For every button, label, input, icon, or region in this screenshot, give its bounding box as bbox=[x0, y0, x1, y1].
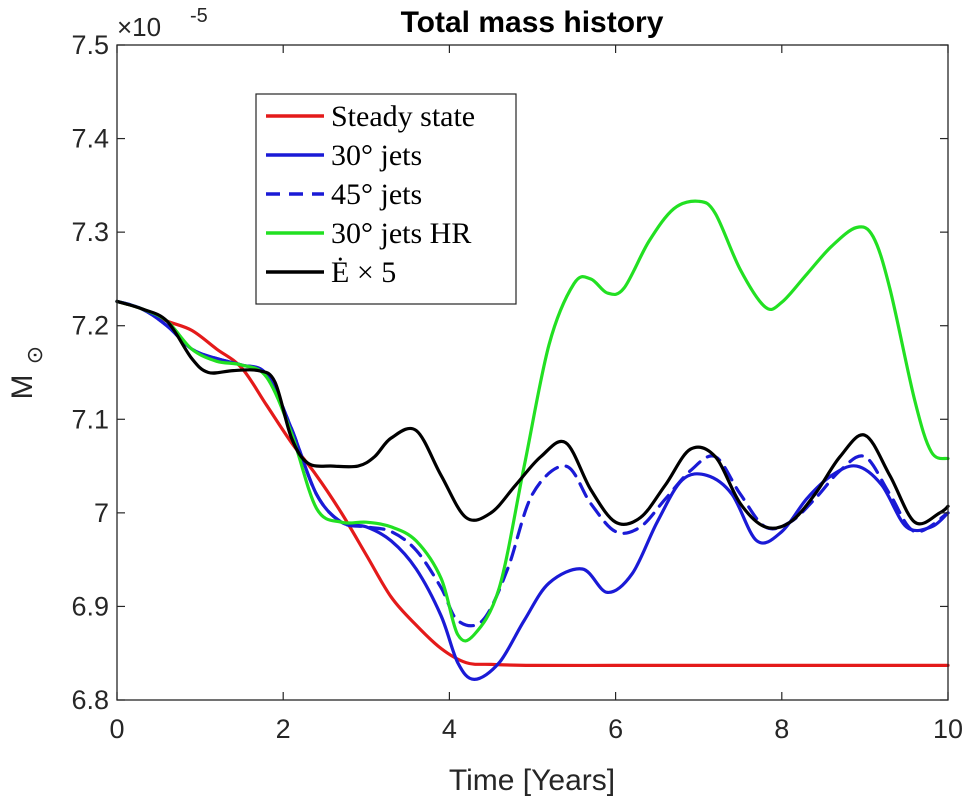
x-tick-label: 10 bbox=[933, 714, 963, 744]
x-tick-label: 0 bbox=[109, 714, 124, 744]
legend-box bbox=[255, 93, 517, 305]
x-tick-label: 2 bbox=[276, 714, 291, 744]
series-line-steady-state bbox=[115, 299, 950, 668]
y-tick-label: 7.1 bbox=[71, 404, 109, 434]
y-axis: 6.8 6.9 7 7.1 7.2 7.3 7.4 7.5 bbox=[71, 30, 948, 715]
legend-label-30-jets-hr: 30° jets HR bbox=[331, 217, 471, 250]
y-tick-label: 6.8 bbox=[71, 685, 109, 715]
chart-title: Total mass history bbox=[401, 6, 664, 39]
y-axis-label-subscript: ⊙ bbox=[22, 346, 47, 364]
x-tick-label: 6 bbox=[608, 714, 623, 744]
legend-label-30-jets: 30° jets bbox=[331, 139, 422, 172]
y-axis-label-group: M ⊙ bbox=[6, 346, 47, 400]
y-tick-label: 7.2 bbox=[71, 311, 109, 341]
series-line-45-jets bbox=[115, 299, 950, 628]
series-line-edot-x-5 bbox=[115, 299, 950, 530]
y-axis-label: M bbox=[6, 375, 39, 400]
series-line-30-jets-hr bbox=[115, 199, 950, 643]
x-axis: 0 2 4 6 8 10 bbox=[109, 45, 963, 744]
legend-label-45-jets: 45° jets bbox=[331, 178, 422, 211]
x-tick-label: 4 bbox=[442, 714, 457, 744]
y-tick-label: 6.9 bbox=[71, 591, 109, 621]
plot-lines bbox=[115, 199, 950, 681]
y-tick-label: 7.3 bbox=[71, 217, 109, 247]
legend-label-steady-state: Steady state bbox=[331, 100, 475, 133]
y-tick-label: 7.4 bbox=[71, 124, 109, 154]
exponent-base: ×10 bbox=[117, 12, 161, 42]
y-tick-label: 7.5 bbox=[71, 30, 109, 60]
exponent-power: -5 bbox=[190, 5, 208, 27]
legend-label-edot-x-5: Ė × 5 bbox=[331, 256, 396, 289]
legend: Steady state 30° jets 45° jets 30° jets HR Ė… bbox=[255, 93, 517, 305]
axis-exponent: ×10 -5 bbox=[117, 5, 208, 42]
y-tick-label: 7 bbox=[94, 498, 109, 528]
x-tick-label: 8 bbox=[774, 714, 789, 744]
axes-frame bbox=[116, 44, 949, 701]
x-axis-label: Time [Years] bbox=[449, 764, 615, 797]
